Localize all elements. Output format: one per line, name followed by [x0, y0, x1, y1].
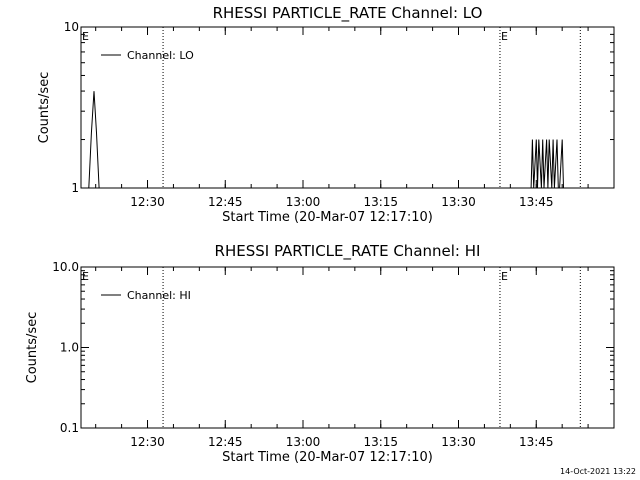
chart-title: RHESSI PARTICLE_RATE Channel: LO	[213, 4, 483, 23]
chart-title: RHESSI PARTICLE_RATE Channel: HI	[215, 242, 481, 261]
y-axis-label: Counts/sec	[37, 72, 52, 144]
x-axis-label: Start Time (20-Mar-07 12:17:10)	[222, 210, 433, 225]
y-tick-label: 1.0	[60, 341, 79, 355]
x-tick-label: 13:15	[363, 195, 398, 209]
x-tick-label: 12:45	[208, 195, 243, 209]
x-tick-label: 13:00	[286, 195, 321, 209]
x-tick-label: 13:45	[519, 435, 554, 449]
panel-lo-channel: RHESSI PARTICLE_RATE Channel: LO 12:30 12:…	[37, 4, 615, 225]
legend-entry: Channel: LO	[127, 49, 194, 62]
y-axis-label: Counts/sec	[25, 312, 40, 384]
x-tick-label: 12:30	[130, 195, 165, 209]
y-tick-label: 0.1	[60, 421, 79, 435]
x-tick-label: 12:30	[130, 435, 165, 449]
x-tick-label: 13:15	[363, 435, 398, 449]
x-tick-label: 13:30	[441, 435, 476, 449]
timestamp: 14-Oct-2021 13:22	[560, 467, 636, 476]
x-tick-label: 12:45	[208, 435, 243, 449]
event-marker-label: E	[501, 270, 508, 283]
y-tick-label: 10	[64, 20, 79, 34]
y-tick-label: 10.0	[52, 260, 79, 274]
x-tick-label: 13:30	[441, 195, 476, 209]
x-tick-label: 13:45	[519, 195, 554, 209]
panel-hi-channel: RHESSI PARTICLE_RATE Channel: HI 12:30 12:…	[25, 242, 615, 465]
series-line	[88, 91, 564, 189]
x-tick-label: 13:00	[286, 435, 321, 449]
event-marker-label: E	[82, 270, 89, 283]
legend-entry: Channel: HI	[127, 289, 191, 302]
y-tick-label: 1	[71, 181, 79, 195]
x-axis-label: Start Time (20-Mar-07 12:17:10)	[222, 450, 433, 465]
event-marker-label: E	[501, 30, 508, 43]
event-marker-label: E	[82, 30, 89, 43]
